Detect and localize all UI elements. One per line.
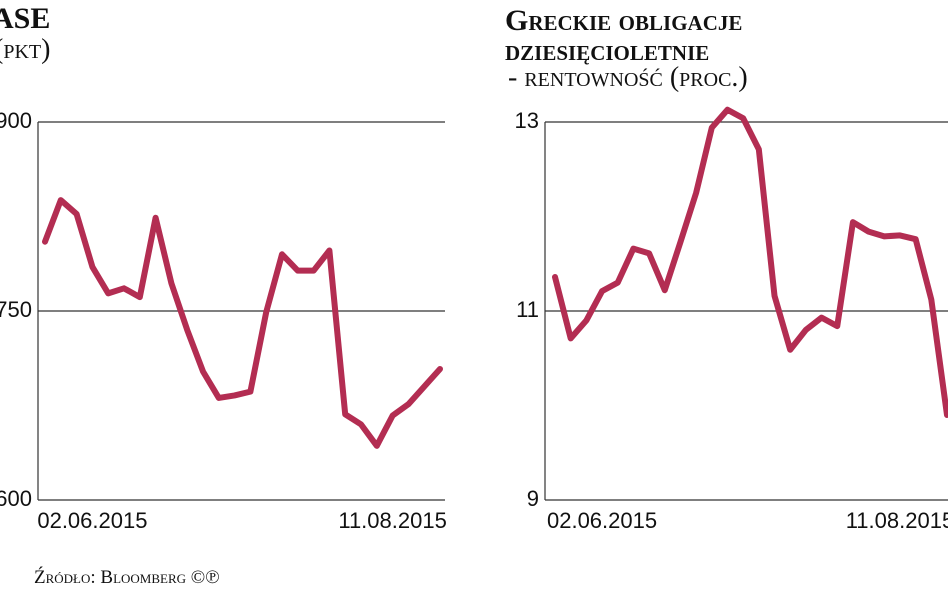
source: Źródło: Bloomberg ©℗ (34, 567, 220, 588)
chart-subtitle: (pkt) (0, 34, 51, 65)
x-tick-label: 11.08.2015 (846, 508, 948, 533)
chart-subtitle: - rentowność (proc.) (508, 62, 748, 93)
x-tick-label: 02.06.2015 (547, 508, 657, 533)
y-tick-label: 13 (515, 108, 539, 133)
data-line (552, 106, 948, 418)
y-tick-label: 9 (527, 486, 539, 511)
x-tick-label: 11.08.2015 (338, 508, 446, 533)
data-line (42, 197, 443, 449)
y-tick-label: 11 (516, 297, 539, 322)
chart-title: Greckie obligacje dziesięcioletnie (505, 4, 743, 67)
x-tick-label: 02.06.2015 (37, 508, 147, 533)
chart-title: ASE (0, 2, 51, 35)
y-tick-label: 900 (0, 108, 32, 133)
y-tick-label: 750 (0, 297, 32, 322)
y-tick-label: 600 (0, 486, 32, 511)
